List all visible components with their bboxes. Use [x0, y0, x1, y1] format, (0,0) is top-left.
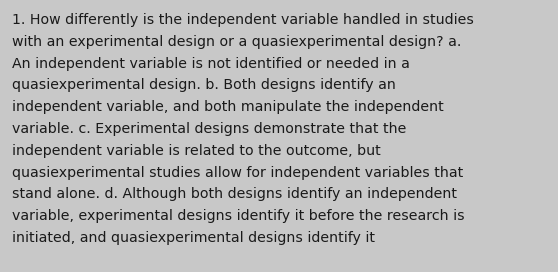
Text: independent variable is related to the outcome, but: independent variable is related to the o… — [12, 144, 381, 158]
Text: quasiexperimental design. b. Both designs identify an: quasiexperimental design. b. Both design… — [12, 78, 396, 92]
Text: variable, experimental designs identify it before the research is: variable, experimental designs identify … — [12, 209, 465, 223]
Text: initiated, and quasiexperimental designs identify it: initiated, and quasiexperimental designs… — [12, 231, 375, 245]
Text: with an experimental design or a quasiexperimental design? a.: with an experimental design or a quasiex… — [12, 35, 461, 49]
Text: variable. c. Experimental designs demonstrate that the: variable. c. Experimental designs demons… — [12, 122, 406, 136]
Text: An independent variable is not identified or needed in a: An independent variable is not identifie… — [12, 57, 410, 71]
Text: stand alone. d. Although both designs identify an independent: stand alone. d. Although both designs id… — [12, 187, 457, 201]
Text: 1. How differently is the independent variable handled in studies: 1. How differently is the independent va… — [12, 13, 474, 27]
Text: independent variable, and both manipulate the independent: independent variable, and both manipulat… — [12, 100, 444, 114]
Text: quasiexperimental studies allow for independent variables that: quasiexperimental studies allow for inde… — [12, 166, 463, 180]
